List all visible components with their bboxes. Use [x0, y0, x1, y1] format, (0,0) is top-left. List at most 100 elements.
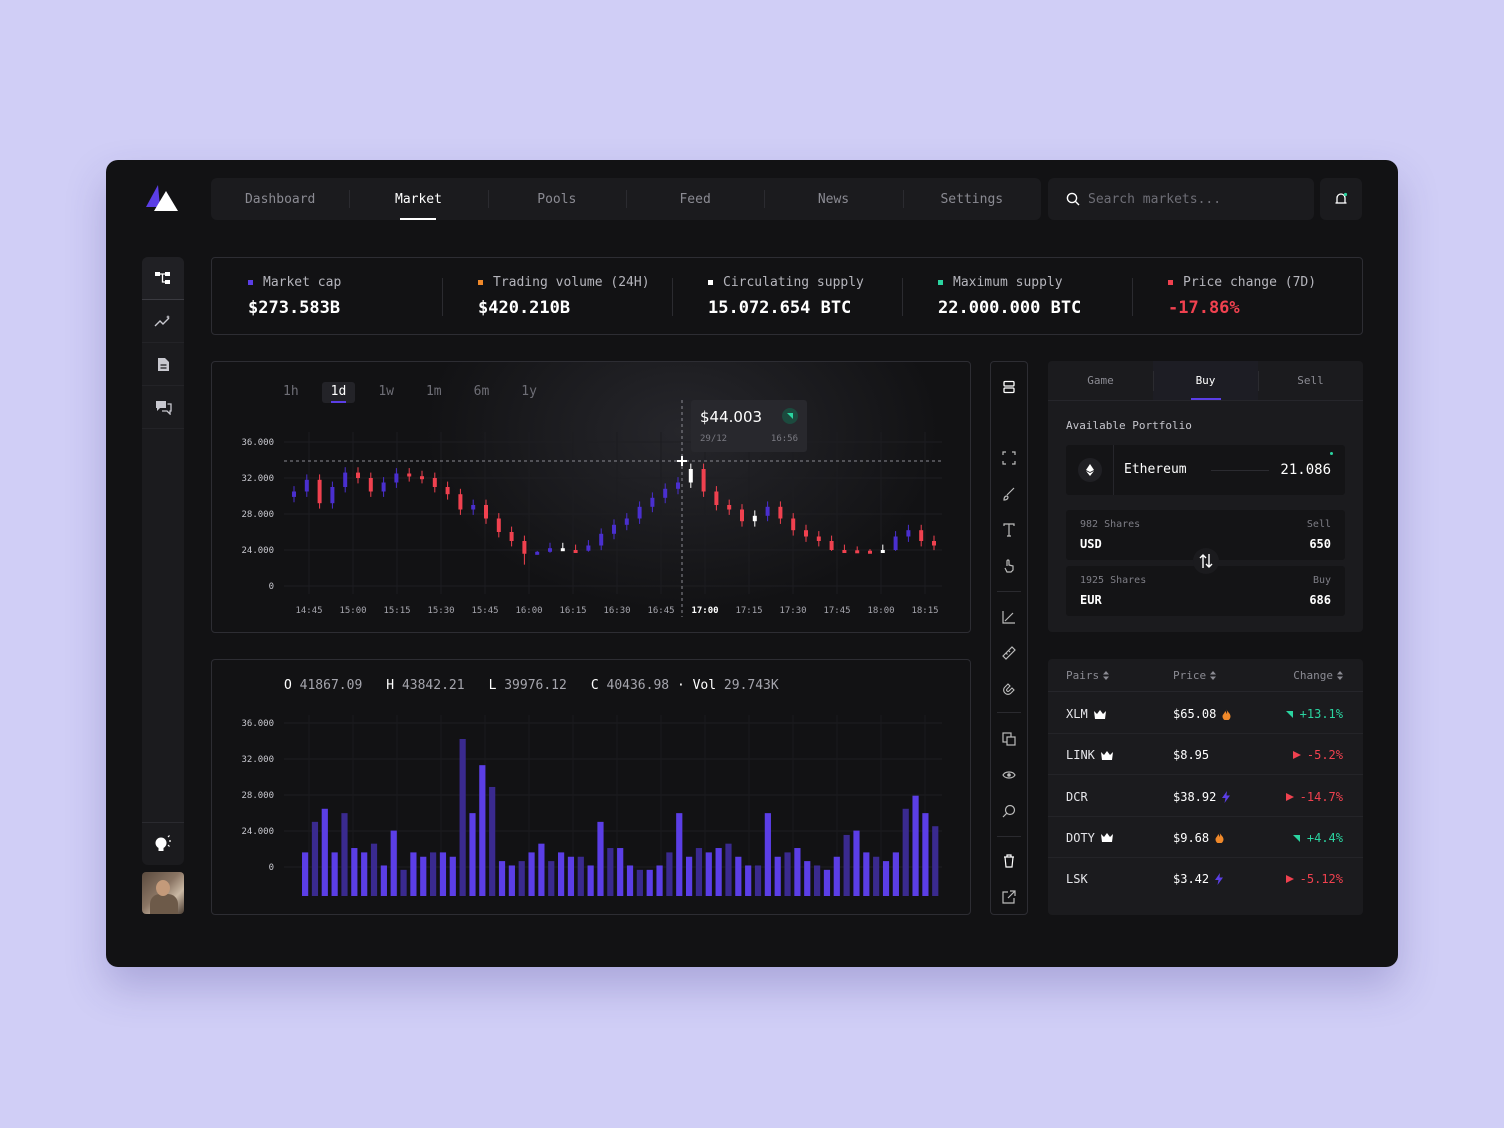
tab-pools[interactable]: Pools	[487, 178, 626, 220]
delete-tool[interactable]	[991, 850, 1027, 872]
avatar[interactable]	[142, 872, 184, 914]
candle	[868, 550, 872, 554]
volume-bar	[587, 865, 594, 896]
y-tick-label: 28.000	[241, 510, 274, 520]
eye-icon	[1002, 771, 1016, 779]
export-tool[interactable]	[991, 886, 1027, 908]
tab-market[interactable]: Market	[349, 178, 487, 220]
stat-label: Maximum supply	[938, 275, 1132, 290]
price-tooltip: $44.003 29/12 16:56	[691, 400, 807, 452]
tab-buy[interactable]: Buy	[1153, 361, 1258, 400]
trend-up-icon	[1292, 834, 1300, 842]
fullscreen-tool[interactable]	[991, 447, 1027, 469]
volume-bar	[745, 865, 752, 896]
pair-row[interactable]: DOTY $9.68 +4.4%	[1048, 817, 1363, 858]
layout-tool[interactable]	[991, 376, 1027, 398]
pair-row[interactable]: XLM $65.08 +13.1%	[1048, 693, 1363, 734]
volume-bar	[331, 852, 338, 896]
trendline-tool[interactable]	[991, 606, 1027, 628]
brush-tool[interactable]	[991, 483, 1027, 505]
visibility-tool[interactable]	[991, 764, 1027, 786]
stat-dot	[1168, 280, 1173, 285]
volume-bar	[420, 856, 427, 896]
candlestick-chart[interactable]: 36.000 32.000 28.000 24.000 0 14:45 15:00 15:15…	[212, 362, 970, 632]
volume-bar	[912, 795, 919, 896]
sidebar-item-documents[interactable]	[142, 343, 184, 386]
volume-bar	[882, 861, 890, 896]
ruler-tool[interactable]	[991, 642, 1027, 664]
x-tick-label: 15:45	[471, 606, 498, 616]
document-icon	[157, 357, 169, 371]
volume-bar	[725, 843, 732, 896]
volume-bar	[626, 865, 634, 896]
tab-dashboard[interactable]: Dashboard	[244, 191, 316, 207]
trade-tabs: Game Buy Sell	[1048, 361, 1363, 401]
zoom-tool[interactable]	[991, 800, 1027, 822]
drawing-toolbar	[990, 361, 1028, 915]
volume-bar-chart[interactable]: 36.000 32.000 28.000 24.000 0	[212, 660, 970, 914]
range-1h[interactable]: 1h	[283, 384, 299, 399]
trendline-icon	[1002, 611, 1015, 624]
range-1d[interactable]: 1d	[321, 382, 356, 403]
lightning-icon	[1215, 873, 1224, 886]
sidebar-item-hierarchy[interactable]	[142, 257, 184, 300]
pair-row[interactable]: DCR $38.92 -14.7%	[1048, 776, 1363, 817]
volume-bar	[430, 852, 437, 896]
stat-label: Circulating supply	[708, 275, 902, 290]
coin-selector[interactable]: Ethereum 21.086	[1066, 445, 1345, 495]
magnet-tool[interactable]	[991, 678, 1027, 700]
sort-price[interactable]: Price	[1173, 669, 1217, 682]
tab-feed[interactable]: Feed	[625, 178, 764, 220]
volume-bar	[853, 830, 860, 896]
tab-sell[interactable]: Sell	[1258, 361, 1363, 400]
eur-currency: EUR	[1080, 593, 1102, 607]
trend-down-icon	[1285, 875, 1294, 884]
y-tick-label: 0	[269, 863, 274, 873]
range-1y[interactable]: 1y	[521, 384, 537, 399]
stat-card: Market cap $273.583B	[212, 258, 442, 334]
volume-bar	[666, 852, 673, 896]
volume-bar	[449, 856, 456, 896]
volume-bar	[489, 786, 496, 896]
range-6m[interactable]: 6m	[473, 384, 490, 399]
pair-change: +4.4%	[1306, 830, 1343, 845]
candle	[394, 473, 399, 483]
candle	[650, 497, 655, 507]
copy-tool[interactable]	[991, 728, 1027, 750]
candle	[804, 530, 808, 537]
pair-price: $8.95	[1173, 748, 1210, 763]
range-1w[interactable]: 1w	[378, 384, 394, 399]
tab-news[interactable]: News	[764, 178, 902, 220]
x-tick-label: 14:45	[295, 606, 322, 616]
volume-bar	[764, 813, 771, 896]
pair-row[interactable]: LSK $3.42 -5.12%	[1048, 858, 1363, 899]
pair-name: LINK	[1066, 748, 1095, 763]
sidebar-item-messages[interactable]	[142, 386, 184, 429]
volume-bar	[863, 852, 870, 896]
search-input[interactable]	[1088, 191, 1288, 207]
stat-label-text: Price change (7D)	[1183, 275, 1317, 290]
notifications-button[interactable]	[1320, 178, 1362, 220]
eur-share-row[interactable]: 1925 Shares EUR Buy 686	[1066, 566, 1345, 616]
range-1m[interactable]: 1m	[425, 384, 442, 399]
search-box[interactable]	[1048, 178, 1314, 220]
stat-value: 15.072.654 BTC	[708, 298, 852, 318]
lightning-icon	[1222, 790, 1231, 803]
swap-button[interactable]	[1193, 548, 1219, 574]
theme-toggle[interactable]	[142, 822, 184, 865]
sidebar-item-analytics[interactable]	[142, 300, 184, 343]
pair-price: $38.92	[1173, 789, 1217, 804]
volume-bar	[311, 821, 319, 896]
text-tool[interactable]	[991, 519, 1027, 541]
stat-label: Market cap	[248, 275, 442, 290]
pair-row[interactable]: LINK $8.95 -5.2%	[1048, 734, 1363, 776]
sort-icon	[1210, 671, 1217, 680]
pointer-tool[interactable]	[991, 555, 1027, 577]
sort-change[interactable]: Change	[1293, 669, 1343, 682]
sort-pairs[interactable]: Pairs	[1066, 669, 1110, 682]
eur-value: 686	[1309, 593, 1331, 607]
tab-settings[interactable]: Settings	[902, 178, 1041, 220]
x-tick-label: 17:30	[779, 606, 806, 616]
tab-game[interactable]: Game	[1087, 374, 1114, 387]
open-label: O	[284, 678, 292, 693]
